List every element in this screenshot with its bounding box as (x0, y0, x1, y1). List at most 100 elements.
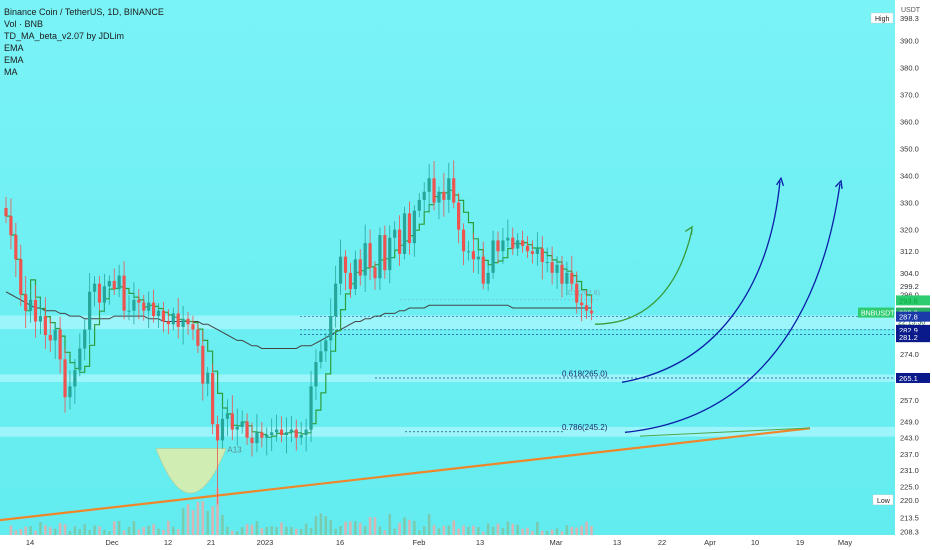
candle (491, 230, 495, 280)
badge-upper: 293.8 (899, 296, 918, 305)
volume-bar (58, 523, 62, 535)
price-tick: 208.3 (900, 527, 919, 536)
candle-body (73, 370, 77, 387)
volume-bar (157, 528, 160, 535)
candle (358, 249, 362, 286)
volume-bar (516, 524, 519, 535)
candle (545, 247, 549, 273)
volume-bar (226, 526, 229, 535)
time-tick: Apr (704, 538, 716, 547)
volume-bar (565, 525, 569, 535)
candle-body (589, 310, 594, 314)
candle-body (161, 310, 166, 322)
volume-bar (540, 530, 544, 535)
badge-level-2: 282.9 (899, 326, 918, 335)
candle-body (304, 429, 308, 436)
candle (137, 289, 141, 320)
volume-bar (388, 514, 392, 535)
candle-body (422, 191, 426, 200)
candle (152, 289, 156, 323)
volume-bar (221, 514, 224, 535)
time-tick: Dec (105, 538, 119, 547)
candle-body (427, 178, 431, 192)
candle-body (437, 191, 441, 203)
volume-bar (442, 525, 446, 535)
candle (127, 295, 131, 321)
volume-bar (250, 524, 254, 535)
candle-body (560, 264, 564, 284)
volume-bar (216, 488, 219, 535)
volume-bar (162, 529, 165, 535)
price-tick: 231.0 (900, 466, 919, 475)
candle (535, 232, 539, 266)
fib-618-label: 0.618(265.0) (562, 369, 608, 378)
zone-support-low (0, 426, 895, 437)
candle (496, 231, 500, 264)
candle (255, 413, 259, 453)
volume-bar (413, 520, 416, 535)
axis-currency: USDT (901, 7, 921, 14)
candle-body (471, 251, 475, 260)
candle (63, 348, 67, 413)
volume-bar (137, 529, 141, 535)
time-tick: 12 (164, 538, 172, 547)
candle-body (176, 313, 180, 327)
indicator-td-ma[interactable]: TD_MA_beta_v2.07 by JDLim (4, 31, 125, 41)
candle-body (186, 318, 190, 325)
candle (427, 163, 431, 211)
badge-upper-box (896, 295, 930, 306)
volume-bar (206, 510, 210, 535)
volume-bar (270, 526, 273, 535)
indicator-vol[interactable]: Vol · BNB (4, 19, 44, 29)
volume-bar (34, 530, 37, 535)
indicator-ma[interactable]: MA (4, 67, 18, 77)
candle-body (92, 283, 97, 292)
volume-bar (280, 522, 283, 535)
candle (432, 161, 436, 211)
candle (201, 330, 205, 401)
candle (29, 288, 33, 323)
time-tick: 16 (336, 538, 344, 547)
candle (88, 272, 92, 344)
volume-bar (349, 521, 352, 535)
indicator-ema-2[interactable]: EMA (4, 55, 24, 65)
candle (540, 236, 544, 280)
candle-body (88, 291, 92, 330)
volume-bar (14, 530, 18, 535)
candle (122, 261, 126, 320)
candle-body (383, 235, 387, 271)
ma-line (5, 291, 592, 349)
volume-bar (108, 531, 111, 535)
volume-bar (526, 527, 529, 535)
candle (373, 261, 377, 290)
volume-bar (78, 529, 82, 535)
volume-bar (240, 527, 244, 535)
volume-bar (112, 521, 116, 535)
fib-786-label: 0.786(245.2) (562, 423, 608, 432)
indicator-ema-1[interactable]: EMA (4, 43, 24, 53)
volume-bar (521, 528, 524, 535)
candle (279, 416, 284, 443)
price-tick: 330.0 (900, 199, 919, 208)
volume-bar (536, 522, 539, 535)
high-label: High (875, 16, 890, 23)
volume-bar (575, 527, 579, 535)
candle (240, 410, 244, 434)
candle-body (314, 362, 318, 387)
volume-bar (432, 525, 436, 535)
candle (324, 333, 328, 362)
volume-bar (275, 526, 278, 535)
candle-body (550, 262, 554, 273)
volume-bar (235, 531, 239, 535)
volume-bar (368, 517, 372, 535)
candle (225, 399, 229, 437)
candle (580, 294, 584, 322)
candle-body (545, 262, 549, 264)
candle (9, 198, 13, 250)
candle-body (9, 216, 13, 236)
candle-body (235, 426, 239, 430)
candle-body (486, 272, 490, 284)
volume-bar (88, 529, 91, 535)
